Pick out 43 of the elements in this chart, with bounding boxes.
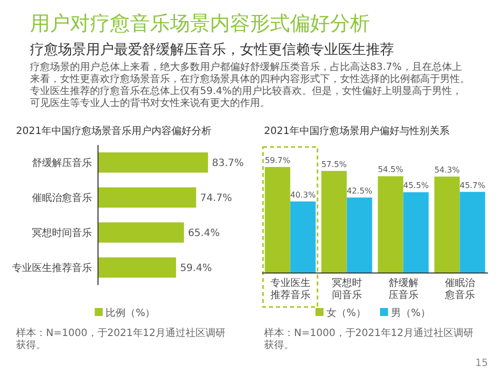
- bar: [434, 176, 460, 273]
- bar: [403, 192, 429, 273]
- data-label: 45.5%: [403, 181, 430, 190]
- y-tick-label: 催眠治愈音乐: [32, 192, 92, 204]
- data-label: 59.7%: [264, 156, 291, 165]
- chart-title: 2021年中国疗愈场景音乐用户内容偏好分析: [16, 125, 212, 137]
- bar: [378, 176, 404, 273]
- bar: [460, 192, 486, 273]
- text: 样本：N=1000，于2021年12月通过社区调研获得。: [16, 327, 226, 351]
- data-label: 54.5%: [378, 165, 404, 174]
- data-label: 45.7%: [460, 180, 486, 190]
- x-tick-label: 催眠治愈音乐: [444, 277, 475, 301]
- text: 样本：N=1000，于2021年12月通过社区调研获得。: [264, 327, 474, 351]
- legend-label: 男（%）: [391, 308, 431, 319]
- x-tick-label: 专业医生推荐音乐: [270, 277, 310, 301]
- x-tick-label: 舒缓解压音乐: [388, 277, 418, 301]
- data-label: 74.7%: [200, 193, 232, 204]
- data-label: 54.3%: [434, 166, 460, 175]
- bar: [321, 170, 347, 273]
- bar: [264, 167, 290, 273]
- bar: [98, 187, 196, 208]
- text: 疗愈场景用户最爱舒缓解压音乐，女性更信赖专业医生推荐: [30, 42, 394, 58]
- chart-title: 2021年中国疗愈场景用户偏好与性别关系: [264, 125, 450, 137]
- x-tick-label: 冥想时间音乐: [332, 277, 362, 301]
- bar: [98, 152, 208, 173]
- data-label: 40.3%: [290, 190, 316, 200]
- bar: [290, 201, 316, 273]
- data-label: 65.4%: [188, 228, 220, 239]
- text: 15: [475, 358, 488, 369]
- data-label: 42.5%: [346, 186, 373, 196]
- data-label: 83.7%: [212, 158, 244, 169]
- text: 疗愈场景的用户总体上来看，绝大多数用户都偏好舒缓解压类音乐，占比高达83.7%，且在总体上来看，女性更喜欢疗愈场景音乐，在疗愈场景具体的四种内容形式下，女性选择的比例都高于男性。专业医生推荐的疗愈音乐在总体上仅有59.4%的用户比较喜欢。但是，女性偏好上明显高于男性，可见医生等专业人士的背书对女性来说有更大的作用。: [30, 61, 470, 109]
- data-label: 57.5%: [321, 160, 348, 169]
- y-tick-label: 专业医生推荐音乐: [12, 262, 92, 274]
- data-label: 59.4%: [180, 263, 212, 274]
- bar: [346, 198, 372, 273]
- legend-label: 女（%）: [326, 307, 366, 319]
- text: 用户对疗愈音乐场景内容形式偏好分析: [30, 11, 370, 35]
- y-tick-label: 冥想时间音乐: [32, 227, 92, 239]
- y-tick-label: 舒缓解压音乐: [32, 157, 92, 169]
- legend-label: 比例（%）: [106, 307, 156, 319]
- bar: [98, 257, 176, 278]
- bar: [98, 222, 184, 243]
